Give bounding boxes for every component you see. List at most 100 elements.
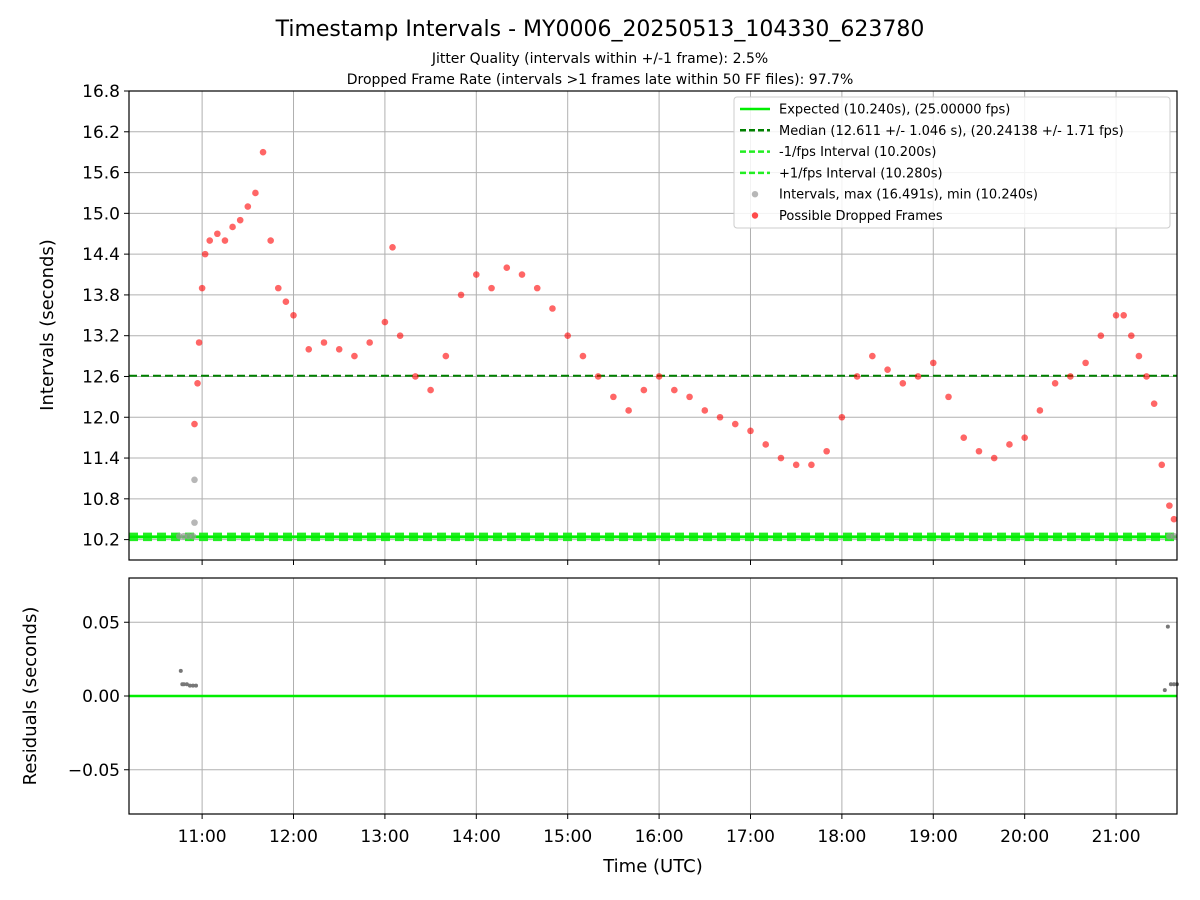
y-tick-label: 16.8 [82, 82, 120, 102]
legend: Expected (10.240s), (25.00000 fps) Median… [733, 96, 1171, 229]
dropped-frame-point [457, 291, 465, 299]
dropped-frame-point [206, 237, 214, 244]
dropped-frame-point [290, 312, 297, 319]
intervals-plot-frame [128, 90, 1178, 561]
x-tick-label: 20:00 [1000, 827, 1049, 847]
x-tick-label: 12:00 [269, 827, 318, 847]
dropped-frame-point [929, 359, 937, 367]
legend-entry: Median (12.611 +/- 1.046 s), (20.24138 +… [779, 124, 1124, 139]
residual-point [1165, 624, 1170, 629]
interval-point [191, 519, 198, 526]
dropped-frame-point [1158, 461, 1166, 469]
dropped-frame-point [975, 447, 983, 455]
dropped-frame-point [564, 332, 571, 339]
dropped-frame-point [518, 271, 526, 278]
dropped-frame-point [1170, 515, 1178, 523]
x-tick-label: 16:00 [635, 827, 684, 847]
legend-swatch-dot [751, 191, 759, 198]
interval-point [180, 532, 188, 540]
x-tick-label: 17:00 [726, 827, 775, 847]
dropped-frame-point [427, 386, 434, 394]
residuals-y-ticks: −0.05 0.00 0.05 [68, 613, 129, 781]
dropped-frame-point [990, 454, 998, 462]
residual-point [184, 682, 189, 687]
residual-point [187, 683, 192, 688]
dropped-frame-point [1143, 373, 1150, 380]
dropped-frame-point [473, 271, 480, 278]
x-tick-label: 19:00 [909, 827, 958, 847]
dropped-frame-point [1150, 400, 1158, 407]
dropped-frame-point [914, 373, 922, 380]
chart-title: Timestamp Intervals - MY0006_20250513_10… [275, 17, 925, 42]
y-tick-label: 13.2 [82, 327, 120, 347]
dropped-frame-point [945, 393, 952, 401]
intervals-y-ticks: 10.2 10.8 11.4 12.0 12.6 13.2 13.8 14.4 15.0 15.6… [82, 82, 129, 551]
residuals-panel: −0.050.000.05 11:00 12:00 13:00 14:00 15:00 1… [20, 560, 1179, 877]
y-tick-label: −0.05 [68, 761, 120, 781]
dropped-frame-point [640, 386, 648, 394]
dropped-frame-point [1112, 312, 1120, 319]
dropped-frame-point [267, 237, 274, 244]
dropped-frame-point [221, 237, 229, 244]
dropped-frame-point [533, 284, 541, 292]
y-tick-label: 12.6 [82, 367, 120, 387]
dropped-frame-point [305, 345, 313, 353]
intervals-y-axis-label: Intervals (seconds) [37, 239, 58, 411]
interval-point [185, 532, 192, 540]
chart-subtitle-dropped: Dropped Frame Rate (intervals >1 frames … [347, 72, 854, 88]
dropped-frame-point [236, 216, 244, 224]
intervals-reference-lines [129, 374, 1177, 542]
dropped-frame-point [747, 427, 754, 435]
y-tick-label: 10.8 [82, 490, 120, 510]
residuals-points [178, 624, 1179, 693]
residual-point [178, 668, 183, 673]
residual-point [1168, 682, 1173, 687]
dropped-frame-point [960, 434, 968, 441]
dropped-frame-point [716, 413, 724, 421]
y-tick-label: 11.4 [82, 449, 120, 469]
residual-point [1171, 682, 1176, 687]
dropped-frame-point [701, 407, 709, 414]
y-tick-label: 12.0 [82, 408, 120, 428]
dropped-frame-point [320, 339, 328, 346]
dropped-frame-point [194, 379, 201, 387]
residual-point [190, 683, 195, 688]
dropped-frame-point [1051, 379, 1059, 387]
dropped-frame-point [579, 352, 587, 360]
dropped-frame-point [1097, 332, 1105, 339]
y-tick-label: 14.4 [82, 245, 120, 265]
dropped-frame-point [853, 373, 861, 380]
intervals-panel: 10.2 10.8 11.4 12.0 12.6 13.2 13.8 14.4 15.0 15.6… [37, 82, 1178, 561]
residual-point [181, 682, 186, 687]
time-x-ticks: 11:00 12:00 13:00 14:00 15:00 16:00 17:00 18:00… [178, 560, 1141, 847]
y-tick-label: 0.00 [82, 687, 120, 707]
dropped-frame-point [412, 373, 419, 380]
dropped-frame-point [1006, 441, 1013, 448]
dropped-frame-point [274, 284, 282, 292]
dropped-frame-point [1082, 359, 1089, 367]
dropped-frame-point [259, 148, 267, 156]
dropped-frame-point [201, 250, 209, 258]
interval-point [1170, 532, 1178, 540]
dropped-frame-point [731, 420, 739, 428]
dropped-frame-point [214, 230, 221, 238]
legend-entry: Possible Dropped Frames [779, 209, 943, 224]
dropped-frame-point [838, 413, 846, 421]
x-axis-label: Time (UTC) [602, 856, 703, 877]
dropped-frame-point [625, 407, 632, 414]
intervals-points [175, 148, 1178, 540]
interval-point [175, 532, 183, 540]
dropped-frame-point [335, 345, 343, 353]
y-tick-label: 0.05 [82, 613, 120, 633]
dropped-frame-point [1120, 312, 1127, 319]
dropped-frame-point [381, 318, 389, 326]
x-tick-label: 14:00 [452, 827, 501, 847]
interval-point [189, 532, 197, 540]
dropped-frame-point [594, 373, 602, 380]
dropped-frame-point [252, 189, 259, 197]
dropped-frame-point [503, 264, 511, 272]
dropped-frame-point [549, 305, 556, 312]
y-tick-label: 15.6 [82, 164, 120, 184]
